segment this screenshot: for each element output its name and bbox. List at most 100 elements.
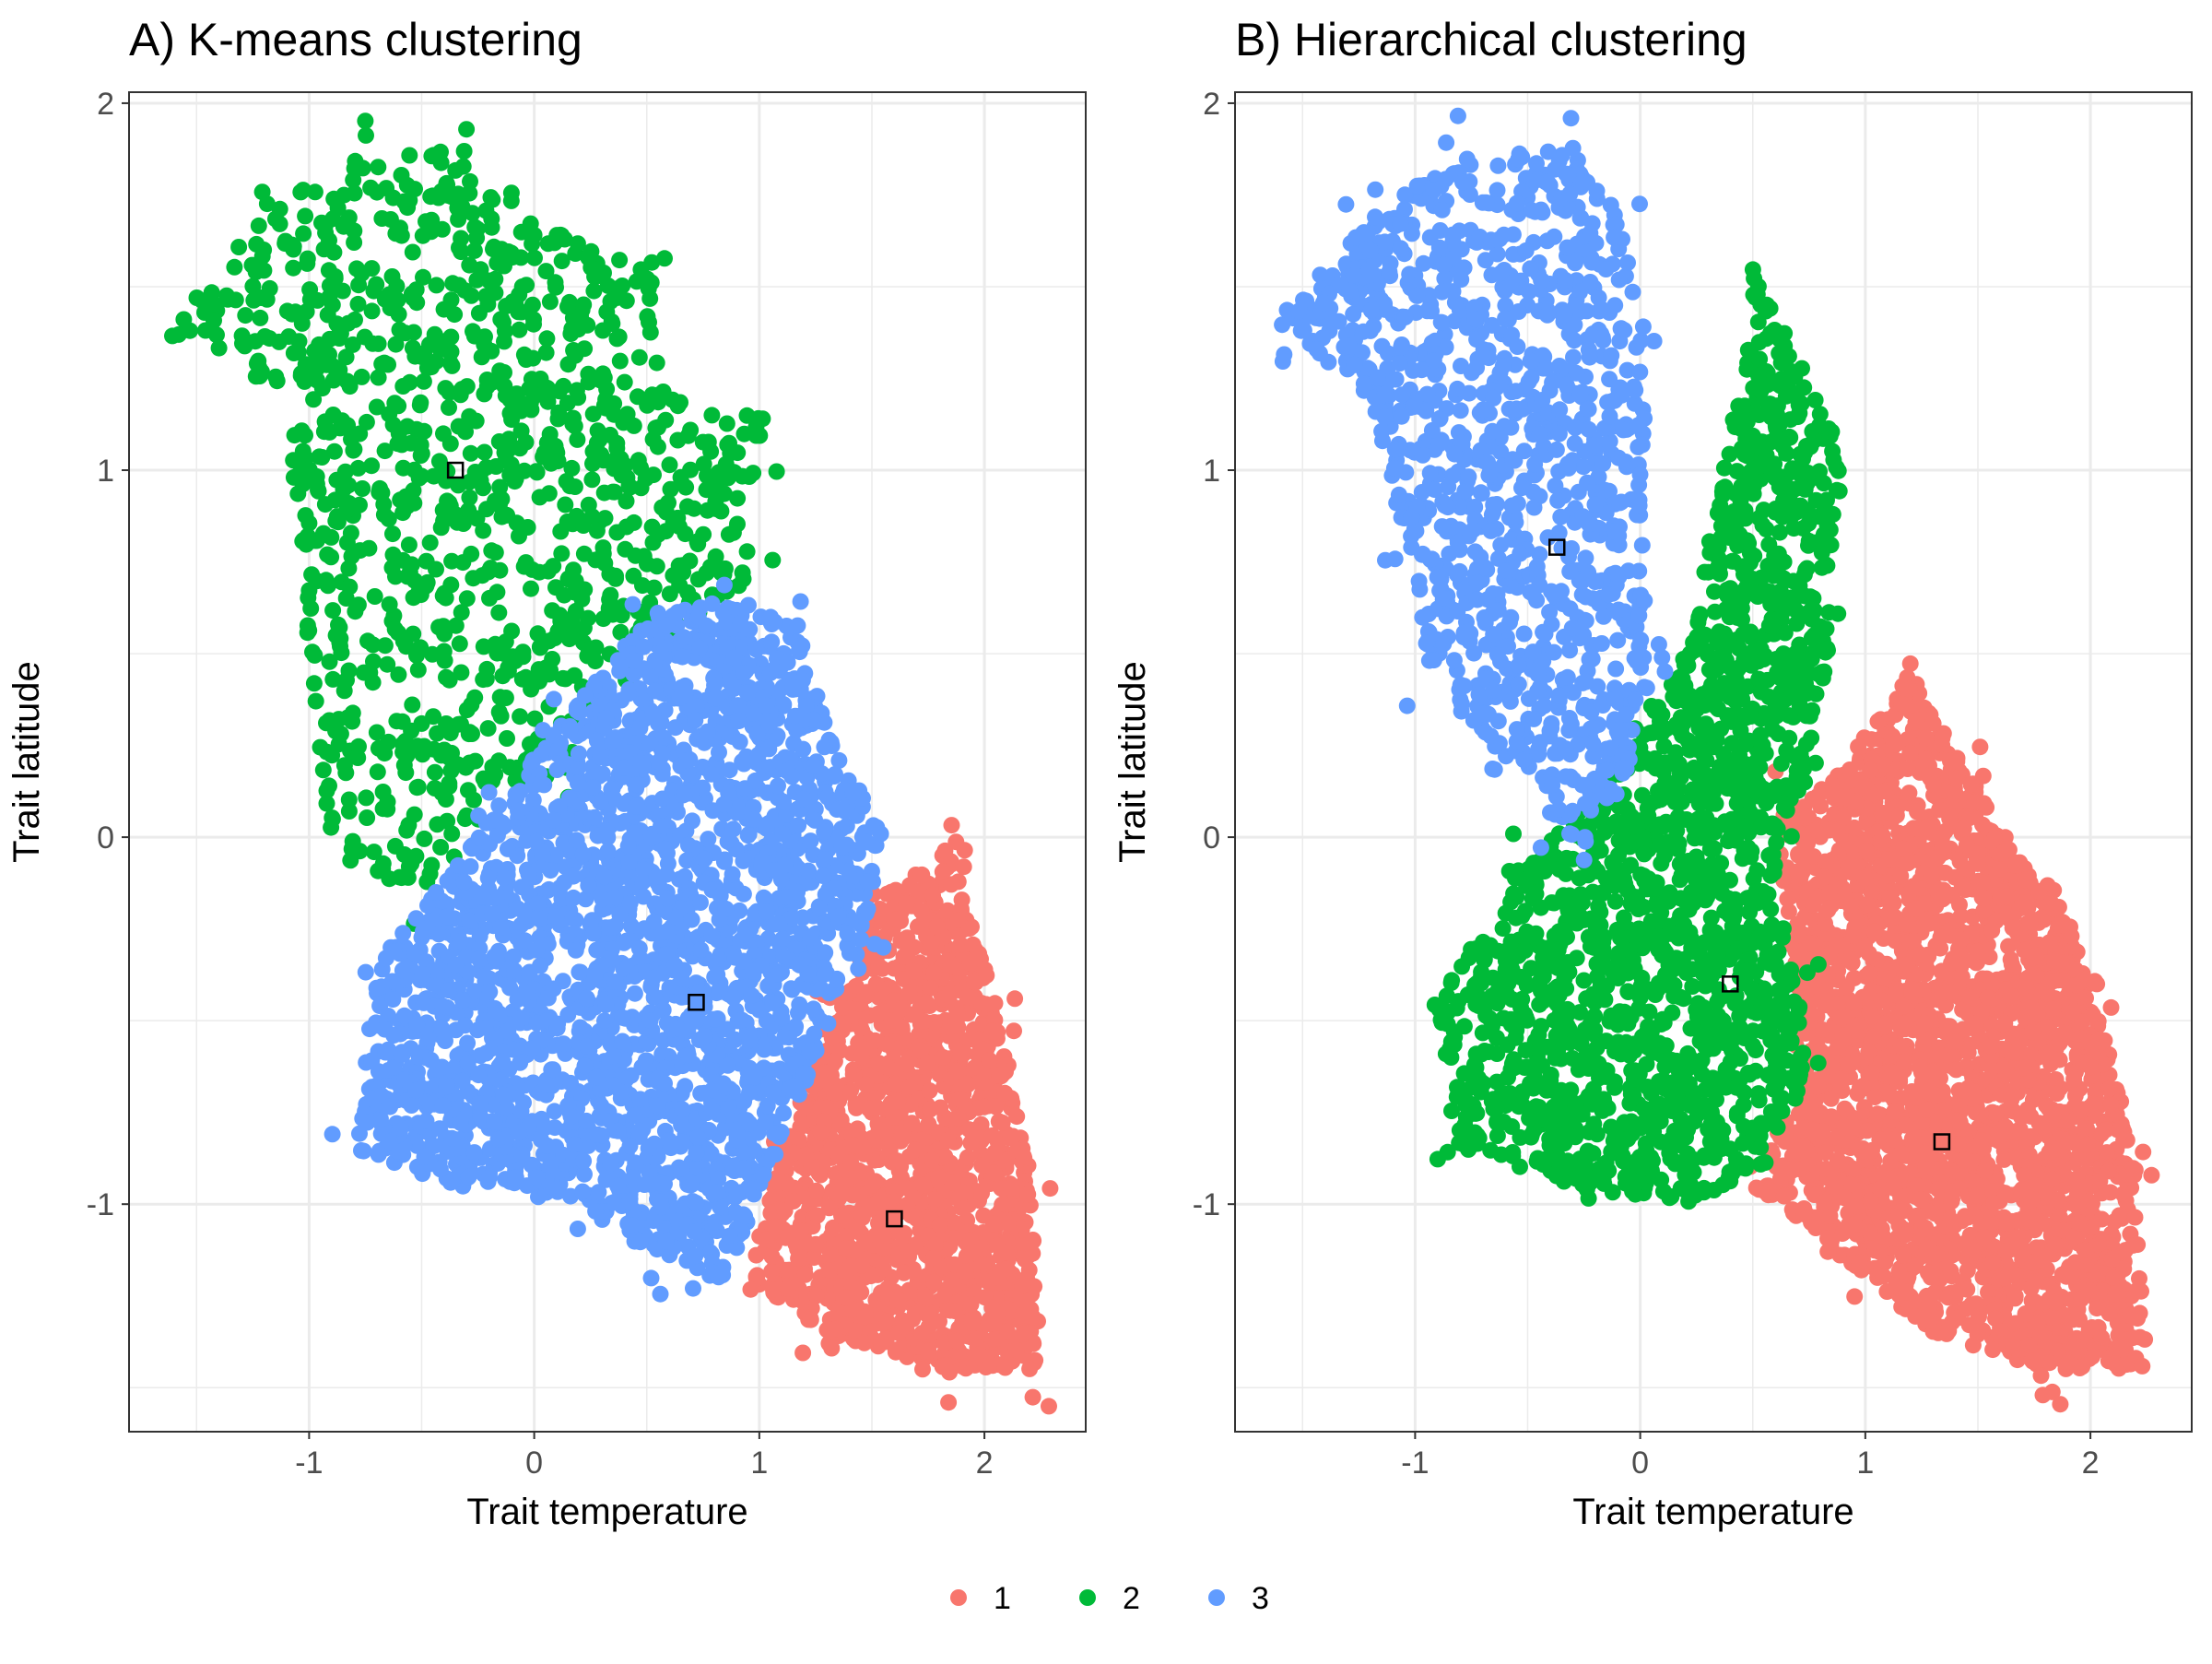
data-point <box>899 895 915 912</box>
data-point <box>765 1281 782 1298</box>
data-point <box>500 663 517 679</box>
data-point <box>967 1059 983 1076</box>
data-point <box>500 841 516 857</box>
data-point <box>252 310 268 326</box>
data-point <box>803 1312 819 1328</box>
data-point <box>734 1012 750 1029</box>
data-point <box>719 416 735 432</box>
data-point <box>288 303 304 320</box>
data-point <box>401 192 418 208</box>
data-point <box>663 481 679 498</box>
data-point <box>838 1240 854 1257</box>
data-point <box>579 1038 595 1055</box>
data-point <box>592 794 608 810</box>
data-point <box>854 1210 871 1226</box>
data-point <box>345 833 361 850</box>
data-point <box>873 826 889 843</box>
data-point <box>616 935 632 951</box>
data-point <box>437 1033 453 1049</box>
data-point <box>427 764 443 781</box>
data-point <box>471 950 488 967</box>
data-point <box>575 1152 592 1169</box>
data-point <box>682 422 699 439</box>
data-point <box>551 383 568 399</box>
data-point <box>720 1057 736 1074</box>
data-point <box>553 545 570 561</box>
data-point <box>471 305 488 322</box>
data-point <box>890 1292 907 1308</box>
data-point <box>914 1325 931 1341</box>
data-point <box>868 975 885 992</box>
data-point <box>644 519 661 536</box>
data-point <box>362 180 379 196</box>
data-point <box>456 143 473 159</box>
data-point <box>230 239 247 255</box>
data-point <box>923 935 939 951</box>
data-point <box>473 261 489 277</box>
data-point <box>333 726 349 742</box>
data-point <box>347 160 363 177</box>
data-point <box>735 564 751 581</box>
data-point <box>725 989 742 1006</box>
data-point <box>467 464 484 480</box>
data-point <box>380 794 396 810</box>
data-point <box>614 1033 630 1050</box>
data-point <box>324 297 341 313</box>
data-point <box>906 1007 923 1023</box>
data-point <box>1006 1022 1022 1039</box>
data-point <box>175 312 192 328</box>
data-point <box>656 1075 673 1092</box>
data-point <box>884 1012 900 1029</box>
data-point <box>797 1267 814 1283</box>
data-point <box>497 323 513 339</box>
data-point <box>507 297 524 313</box>
data-point <box>328 329 345 346</box>
data-point <box>467 753 484 770</box>
data-point <box>943 957 959 974</box>
data-point <box>298 507 314 524</box>
data-point <box>729 1186 746 1202</box>
data-point <box>488 584 505 600</box>
data-point <box>643 275 660 291</box>
data-point <box>808 1183 825 1199</box>
data-point <box>1000 1215 1017 1232</box>
data-point <box>518 434 535 451</box>
data-point <box>590 828 606 844</box>
data-point <box>563 1108 580 1125</box>
data-point <box>703 1145 720 1162</box>
data-point <box>522 964 538 981</box>
data-point <box>617 374 633 391</box>
data-point <box>542 862 559 879</box>
data-point <box>674 1134 690 1151</box>
data-point <box>754 410 771 427</box>
data-point <box>452 933 468 950</box>
data-point <box>765 1084 782 1101</box>
data-point <box>237 307 253 324</box>
data-point <box>461 913 477 929</box>
data-point <box>680 837 697 854</box>
data-point <box>674 1101 690 1117</box>
data-point <box>382 1099 398 1115</box>
data-point <box>575 517 592 534</box>
data-point <box>530 895 547 912</box>
data-point <box>567 1137 583 1153</box>
data-point <box>978 996 994 1012</box>
data-point <box>859 834 876 851</box>
data-point <box>422 535 439 551</box>
data-point <box>712 503 729 520</box>
data-point <box>319 744 335 761</box>
data-point <box>691 640 708 656</box>
data-point <box>689 1129 706 1146</box>
data-point <box>732 734 748 750</box>
data-point <box>762 665 779 681</box>
data-point <box>1021 1361 1038 1377</box>
data-point <box>903 1115 920 1131</box>
data-point <box>667 957 684 974</box>
data-point <box>521 381 537 397</box>
data-point <box>228 291 244 308</box>
data-point <box>922 1082 938 1099</box>
data-point <box>998 1245 1015 1261</box>
data-point <box>496 364 512 381</box>
data-point <box>897 934 913 950</box>
data-point <box>900 1243 917 1259</box>
